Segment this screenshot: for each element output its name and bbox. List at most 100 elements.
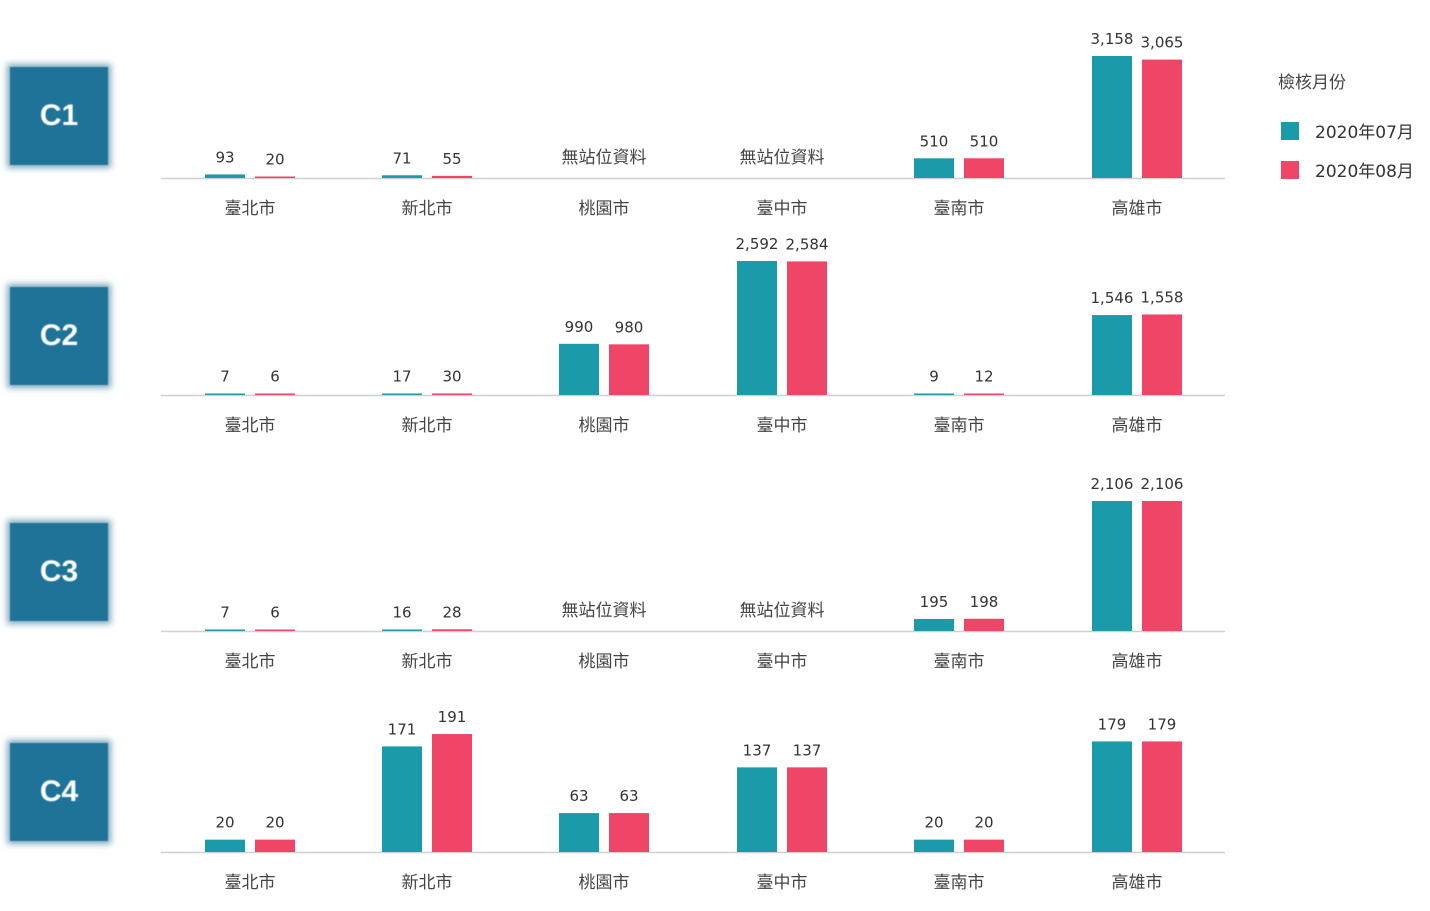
- bar: [914, 393, 954, 395]
- x-tick-label: 高雄市: [1112, 416, 1163, 436]
- bar: [432, 393, 472, 395]
- x-tick-label: 臺南市: [934, 873, 985, 893]
- legend-title: 檢核月份: [1278, 73, 1346, 93]
- bar: [964, 618, 1004, 631]
- data-label: 17: [392, 368, 411, 386]
- row-badge-c1: C1: [10, 67, 108, 165]
- bar: [205, 174, 245, 178]
- data-label: 198: [970, 593, 999, 611]
- bar: [964, 158, 1004, 178]
- bar: [382, 629, 422, 631]
- bar: [737, 261, 777, 395]
- x-tick-label: 臺北市: [225, 416, 276, 436]
- x-tick-label: 新北市: [402, 652, 453, 672]
- data-label: 20: [974, 814, 993, 832]
- bar: [914, 839, 954, 852]
- data-label: 510: [920, 132, 949, 150]
- data-label: 6: [270, 604, 280, 622]
- x-tick-label: 臺北市: [225, 873, 276, 893]
- data-label: 3,158: [1091, 30, 1134, 48]
- legend: 檢核月份 2020年07月 2020年08月: [1278, 68, 1414, 189]
- bar: [205, 629, 245, 631]
- bar: [914, 618, 954, 631]
- bar: [205, 393, 245, 395]
- bar: [787, 767, 827, 852]
- bar: [609, 344, 649, 395]
- legend-swatch-2020-08: [1281, 160, 1299, 179]
- bar: [1092, 741, 1132, 852]
- x-tick-label: 臺中市: [757, 873, 808, 893]
- data-label: 2,584: [786, 235, 829, 253]
- data-label: 71: [392, 149, 411, 167]
- x-tick-label: 新北市: [402, 199, 453, 219]
- x-tick-label: 桃園市: [579, 416, 630, 436]
- data-label: 63: [619, 787, 638, 805]
- data-label: 2,106: [1141, 475, 1184, 493]
- x-tick-label: 桃園市: [579, 873, 630, 893]
- x-tick-label: 桃園市: [579, 652, 630, 672]
- data-label: 191: [438, 708, 467, 726]
- bar: [432, 175, 472, 178]
- legend-item-2020-07[interactable]: 2020年07月: [1278, 111, 1414, 150]
- legend-swatch-2020-07: [1281, 121, 1299, 140]
- x-tick-label: 高雄市: [1112, 199, 1163, 219]
- x-tick-label: 新北市: [402, 873, 453, 893]
- bar: [1092, 56, 1132, 178]
- row-badge-c4: C4: [10, 743, 108, 841]
- bar: [737, 767, 777, 852]
- data-label: 93: [215, 148, 234, 166]
- bar: [255, 393, 295, 395]
- x-tick-label: 臺北市: [225, 652, 276, 672]
- data-label: 137: [793, 741, 822, 759]
- data-label: 171: [388, 720, 417, 738]
- bar: [255, 176, 295, 178]
- bar: [1142, 59, 1182, 178]
- x-tick-label: 臺南市: [934, 199, 985, 219]
- data-label: 179: [1098, 715, 1127, 733]
- data-label: 3,065: [1141, 34, 1184, 52]
- bar: [382, 746, 422, 852]
- bar: [1142, 501, 1182, 631]
- data-label: 9: [929, 368, 939, 386]
- bar: [1142, 314, 1182, 395]
- bar: [1092, 315, 1132, 395]
- legend-label-2020-07: 2020年07月: [1315, 123, 1414, 143]
- data-label: 28: [442, 603, 461, 621]
- data-label: 2,592: [736, 235, 779, 253]
- bar: [255, 629, 295, 631]
- bar: [914, 158, 954, 178]
- legend-item-2020-08[interactable]: 2020年08月: [1278, 150, 1414, 189]
- bar: [432, 629, 472, 631]
- bar: [382, 175, 422, 178]
- x-tick-label: 臺中市: [757, 199, 808, 219]
- x-tick-label: 高雄市: [1112, 873, 1163, 893]
- bar: [205, 839, 245, 852]
- bar: [609, 813, 649, 852]
- x-tick-label: 桃園市: [579, 199, 630, 219]
- data-label: 63: [569, 787, 588, 805]
- legend-label-2020-08: 2020年08月: [1315, 162, 1414, 182]
- data-label: 6: [270, 368, 280, 386]
- row-badge-c3: C3: [10, 523, 108, 621]
- data-label: 20: [265, 814, 284, 832]
- data-label: 179: [1148, 715, 1177, 733]
- data-label: 990: [565, 318, 594, 336]
- bar: [559, 813, 599, 852]
- data-label: 20: [265, 151, 284, 169]
- bar: [382, 393, 422, 395]
- data-label: 1,558: [1141, 288, 1184, 306]
- x-tick-label: 臺北市: [225, 199, 276, 219]
- data-label: 20: [215, 814, 234, 832]
- data-label: 7: [220, 368, 230, 386]
- data-label: 510: [970, 132, 999, 150]
- data-label: 2,106: [1091, 475, 1134, 493]
- bar: [787, 261, 827, 395]
- x-tick-label: 臺南市: [934, 652, 985, 672]
- x-tick-label: 新北市: [402, 416, 453, 436]
- data-label: 12: [974, 368, 993, 386]
- bar: [559, 343, 599, 395]
- data-label: 1,546: [1091, 289, 1134, 307]
- x-tick-label: 臺中市: [757, 416, 808, 436]
- x-tick-label: 高雄市: [1112, 652, 1163, 672]
